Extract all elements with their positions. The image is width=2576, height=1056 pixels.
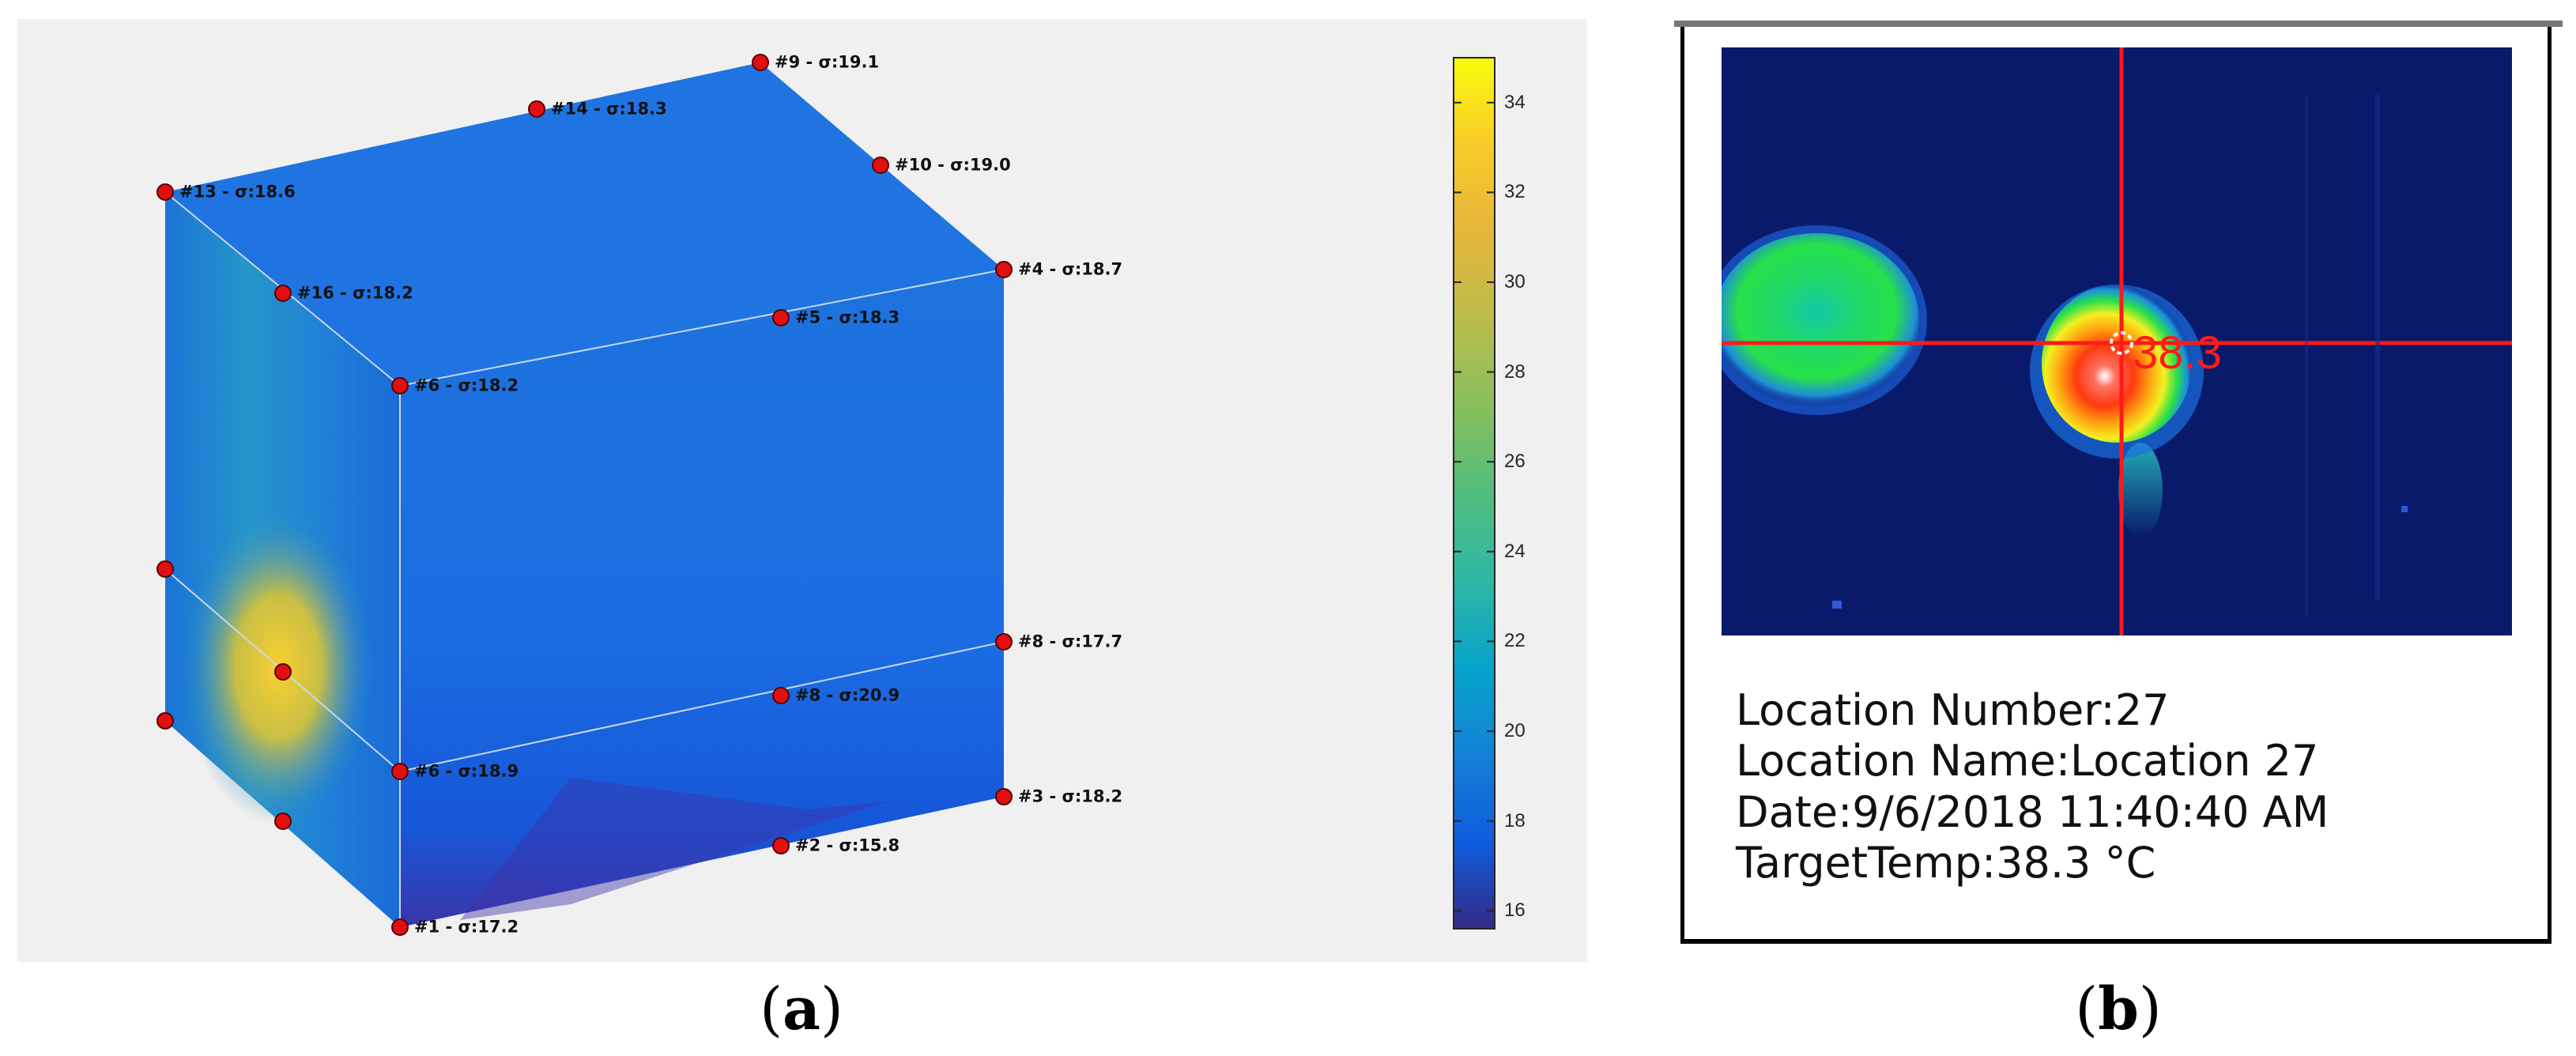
sensor-node-marker bbox=[772, 309, 790, 326]
sensor-node-label: #3 - σ:18.2 bbox=[1018, 786, 1123, 806]
cube-front-face bbox=[400, 270, 1004, 927]
sensor-node-label: #10 - σ:19.0 bbox=[895, 155, 1011, 175]
node-markers bbox=[157, 54, 1013, 936]
cube-top-face bbox=[165, 62, 1004, 386]
colorbar-tick-label: 34 bbox=[1504, 91, 1526, 113]
location-name-text: Location Name:Location 27 bbox=[1736, 736, 2319, 786]
sensor-node-label: #9 - σ:19.1 bbox=[775, 52, 880, 72]
target-temp-text: TargetTemp:38.3 °C bbox=[1736, 838, 2156, 888]
thermal-image: 38.3 bbox=[1722, 47, 2512, 635]
sensor-node-label: #6 - σ:18.2 bbox=[414, 375, 519, 395]
blob-left bbox=[1722, 233, 1919, 407]
colorbar-tick-label: 24 bbox=[1504, 540, 1526, 562]
noise-speck bbox=[1832, 601, 1842, 609]
sensor-node-label: #5 - σ:18.3 bbox=[795, 307, 900, 327]
sensor-node-marker bbox=[772, 837, 790, 854]
sensor-node-marker bbox=[772, 687, 790, 704]
cursor-temperature-readout: 38.3 bbox=[2133, 327, 2222, 379]
blob-stem bbox=[2118, 443, 2163, 537]
crosshair-target bbox=[2110, 331, 2133, 355]
sensor-node-marker bbox=[157, 560, 174, 578]
colorbar-tick-label: 28 bbox=[1504, 360, 1526, 383]
sensor-node-label: #2 - σ:15.8 bbox=[795, 835, 900, 855]
panel-label-b: (b) bbox=[2075, 975, 2162, 1043]
colorbar-tickmarks bbox=[1454, 101, 1495, 912]
colorbar-tick-label: 26 bbox=[1504, 451, 1526, 473]
sensor-node-label: #8 - σ:17.7 bbox=[1018, 632, 1123, 651]
colorbar-tick-label: 20 bbox=[1504, 720, 1526, 742]
date-text: Date:9/6/2018 11:40:40 AM bbox=[1736, 787, 2329, 837]
sensor-node-marker bbox=[752, 54, 769, 71]
colorbar-tick-label: 32 bbox=[1504, 181, 1526, 203]
colorbar bbox=[1453, 57, 1495, 930]
colorbar-tick-label: 30 bbox=[1504, 271, 1526, 293]
figure-a-cube-plot: #1 - σ:17.2 #2 - σ:15.8 #3 - σ:18.2 #4 - σ:… bbox=[17, 19, 1587, 962]
sensor-node-label: #8 - σ:20.9 bbox=[795, 685, 900, 705]
cube-plot-svg bbox=[157, 54, 1495, 936]
colorbar-tick-label: 18 bbox=[1504, 809, 1526, 832]
sensor-node-marker bbox=[872, 157, 889, 174]
front-face-shade bbox=[460, 778, 887, 920]
sensor-node-marker bbox=[995, 261, 1013, 278]
noise-speck bbox=[2401, 506, 2408, 512]
sensor-node-marker bbox=[391, 377, 409, 394]
sensor-node-marker bbox=[274, 663, 292, 681]
colorbar-tick-label: 22 bbox=[1504, 630, 1526, 652]
colorbar-tick-label: 16 bbox=[1504, 899, 1526, 922]
image-frame bbox=[1680, 27, 2551, 944]
sensor-node-label: #1 - σ:17.2 bbox=[414, 917, 519, 937]
thermal-image-svg bbox=[1722, 47, 2512, 635]
location-number-text: Location Number:27 bbox=[1736, 685, 2170, 735]
sensor-node-marker bbox=[995, 788, 1013, 805]
sensor-node-marker bbox=[157, 712, 174, 730]
sensor-node-marker bbox=[391, 918, 409, 936]
sensor-node-marker bbox=[995, 633, 1013, 651]
sensor-node-label: #6 - σ:18.9 bbox=[414, 761, 519, 781]
panel-label-a: (a) bbox=[760, 975, 843, 1043]
blob-right bbox=[2042, 285, 2192, 443]
sensor-node-label: #14 - σ:18.3 bbox=[551, 99, 667, 119]
sensor-node-marker bbox=[274, 813, 292, 830]
sensor-node-label: #13 - σ:18.6 bbox=[179, 182, 296, 202]
window-top-border bbox=[1674, 21, 2563, 27]
sensor-node-marker bbox=[391, 763, 409, 780]
sensor-node-label: #4 - σ:18.7 bbox=[1018, 259, 1123, 279]
sensor-node-marker bbox=[157, 183, 174, 201]
sensor-node-marker bbox=[528, 100, 545, 118]
sensor-node-label: #16 - σ:18.2 bbox=[297, 283, 413, 303]
figure-b-thermal-camera: 38.3 Location Number:27 Location Name:Lo… bbox=[1674, 21, 2563, 945]
sensor-node-marker bbox=[274, 285, 292, 302]
